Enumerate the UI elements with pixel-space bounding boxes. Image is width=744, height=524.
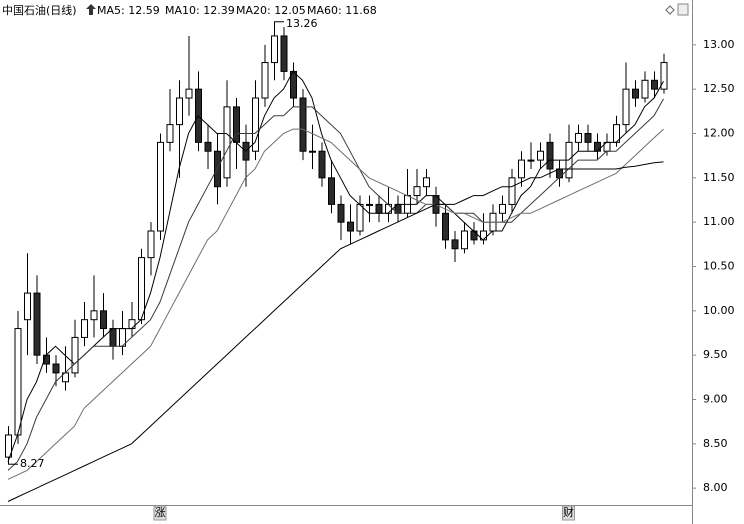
candle-body bbox=[451, 239, 459, 250]
candle-body bbox=[252, 97, 259, 152]
candle-body bbox=[204, 141, 212, 152]
candle-body bbox=[632, 88, 639, 99]
y-tick-label: 10.50 bbox=[703, 259, 735, 272]
candle-body bbox=[280, 35, 288, 72]
candle-body bbox=[508, 177, 516, 205]
marker-label: 涨 bbox=[155, 506, 166, 519]
candle-body bbox=[356, 203, 364, 232]
candle-body bbox=[318, 150, 326, 179]
candle-body bbox=[223, 106, 231, 179]
candle-body bbox=[138, 257, 145, 321]
diamond-icon bbox=[665, 5, 675, 15]
candle-body bbox=[81, 319, 88, 338]
candle-body bbox=[299, 97, 307, 152]
candle-body bbox=[71, 336, 79, 374]
candle-body bbox=[442, 212, 449, 241]
candle-body bbox=[176, 97, 183, 126]
candle-body bbox=[52, 363, 60, 374]
marker-label: 财 bbox=[563, 505, 574, 519]
candle-body bbox=[147, 230, 155, 259]
candle-body bbox=[537, 150, 544, 161]
candle-body bbox=[109, 328, 117, 347]
ma-line bbox=[7, 70, 664, 462]
candle-body bbox=[33, 292, 41, 356]
candle-body bbox=[309, 150, 316, 153]
candle-body bbox=[166, 124, 174, 143]
y-tick-label: 12.50 bbox=[703, 82, 735, 95]
ma-line bbox=[7, 161, 664, 502]
candle-body bbox=[347, 221, 354, 232]
y-tick-label: 11.00 bbox=[703, 215, 735, 228]
candle-body bbox=[385, 203, 392, 214]
arrow-icon bbox=[86, 4, 96, 15]
candle-body bbox=[375, 203, 383, 214]
y-tick-label: 9.50 bbox=[703, 348, 728, 361]
y-tick-label: 10.00 bbox=[703, 304, 735, 317]
candle-body bbox=[470, 230, 478, 241]
candle-body bbox=[90, 310, 98, 321]
marker-box bbox=[153, 505, 167, 521]
candle-body bbox=[157, 141, 164, 232]
candle-body bbox=[518, 159, 525, 179]
candle-body bbox=[527, 159, 535, 162]
candle-body bbox=[651, 79, 658, 90]
y-tick-label: 13.00 bbox=[703, 38, 735, 51]
candle-body bbox=[5, 434, 12, 458]
y-tick-label: 12.00 bbox=[703, 126, 735, 139]
candle-body bbox=[185, 88, 193, 99]
y-tick-label: 11.50 bbox=[703, 171, 735, 184]
annotation: 13.26 bbox=[286, 17, 318, 30]
candle-body bbox=[261, 62, 269, 99]
chart-title: 中国石油(日线) bbox=[2, 3, 77, 17]
candle-body bbox=[461, 230, 468, 250]
y-tick-label: 8.50 bbox=[703, 437, 728, 450]
candle-body bbox=[413, 186, 421, 197]
candle-body bbox=[546, 141, 554, 170]
candle-body bbox=[575, 132, 582, 143]
ma-line bbox=[7, 128, 664, 480]
candle-body bbox=[366, 203, 373, 206]
y-tick-label: 8.00 bbox=[703, 481, 728, 494]
legend-entry: MA20: 12.05 bbox=[236, 4, 306, 17]
candle-body bbox=[423, 177, 430, 188]
candle-body bbox=[271, 35, 278, 64]
candle-body bbox=[594, 141, 601, 152]
marker-box bbox=[562, 505, 575, 521]
legend-entry: MA10: 12.39 bbox=[165, 4, 235, 17]
legend-entry: MA5: 12.59 bbox=[97, 4, 160, 17]
candle-body bbox=[660, 62, 668, 90]
candle-body bbox=[622, 88, 630, 126]
candle-body bbox=[128, 319, 136, 330]
candle-body bbox=[328, 177, 335, 205]
candle-body bbox=[641, 79, 649, 99]
candle-body bbox=[14, 328, 22, 436]
y-tick-label: 9.00 bbox=[703, 392, 728, 405]
button[interactable] bbox=[677, 3, 689, 16]
candle-body bbox=[584, 132, 592, 143]
ma-line bbox=[7, 98, 664, 471]
candle-body bbox=[337, 203, 345, 223]
annotation: 8.27 bbox=[20, 457, 45, 470]
candle-body bbox=[499, 203, 506, 214]
candle-body bbox=[100, 310, 107, 330]
legend-entry: MA60: 11.68 bbox=[307, 4, 377, 17]
candle-body bbox=[24, 292, 31, 321]
